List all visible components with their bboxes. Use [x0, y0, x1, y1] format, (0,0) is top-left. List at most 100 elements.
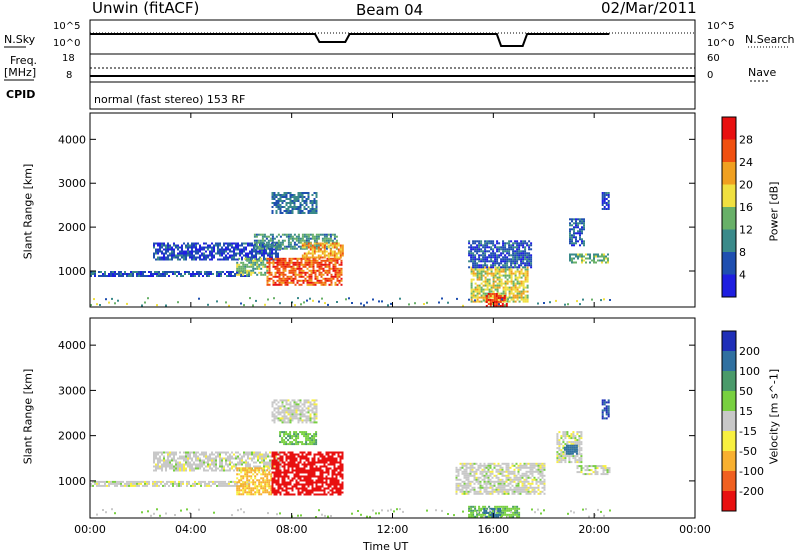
velocity-cell-1863	[483, 490, 486, 493]
velocity-cell-1431	[277, 419, 280, 422]
velocity-cell-1133	[309, 463, 312, 466]
power-cell-450	[237, 246, 239, 249]
power-cell-1672	[480, 278, 483, 281]
power-cell-639	[252, 259, 255, 262]
power-cell-389	[219, 250, 221, 253]
power-cell-2059	[472, 252, 475, 255]
velocity-cell-1732	[461, 484, 464, 487]
velocity-cell-1003	[293, 455, 296, 458]
power-cell-851	[309, 243, 312, 246]
power-cell-259	[179, 246, 181, 249]
velocity-cell-401	[209, 465, 211, 468]
power-cell-563	[273, 248, 275, 251]
velocity-cell-1632	[291, 435, 294, 438]
velocity-cell-785	[264, 471, 267, 474]
velocity-cell-216	[159, 465, 161, 468]
velocity-cell-1050	[299, 457, 302, 460]
velocity-cell-1781	[469, 470, 472, 473]
velocity-cell-1499	[293, 405, 296, 408]
power-cell-1850	[506, 296, 509, 299]
power-cell-1600	[470, 268, 473, 271]
power-cell-2591	[345, 298, 347, 301]
velocity-cell-418	[215, 451, 217, 454]
power-cell-319	[195, 256, 197, 259]
power-cell-1752	[492, 282, 495, 285]
velocity-cell-927	[283, 467, 286, 470]
power-cell-2530	[603, 200, 606, 202]
power-cell-983	[287, 198, 290, 200]
power-cell-2032	[503, 295, 506, 297]
velocity-cell-40	[122, 484, 124, 487]
velocity-cell-1659	[303, 431, 306, 434]
power-cell-368	[211, 256, 213, 259]
velocity-cell-263	[173, 453, 175, 456]
velocity-cell-808	[268, 479, 271, 482]
power-cell-1668	[480, 270, 483, 273]
power-cell-2491	[579, 222, 581, 225]
power-cell-2109	[480, 264, 483, 267]
power-cell-2225	[504, 250, 507, 253]
power-cell-475	[245, 254, 247, 257]
velocity-cell-1970	[501, 490, 504, 493]
velocity-cell-1986	[505, 470, 508, 473]
velocity-cell-320	[187, 461, 189, 464]
power-cell-2338	[524, 248, 527, 251]
power-cell-291	[189, 244, 191, 247]
power-cell-2307	[518, 254, 521, 257]
velocity-cell-120	[192, 482, 194, 485]
velocity-cell-957	[287, 457, 290, 460]
velocity-cell-805	[268, 467, 271, 470]
power-cell-1207	[288, 257, 291, 260]
power-cell-1727	[488, 282, 491, 285]
power-cell-795	[291, 237, 294, 240]
velocity-cell-361	[199, 453, 201, 456]
velocity-cell-1560	[307, 407, 310, 410]
power-cell-1319	[310, 259, 313, 262]
velocity-cell-779	[262, 479, 265, 482]
power-cell-2327	[522, 250, 525, 253]
power-cell-1518	[315, 242, 318, 245]
power-cell-1907	[516, 270, 519, 273]
velocity-cell-1915	[493, 464, 496, 467]
velocity-cell-2196	[541, 470, 544, 473]
power-cell-386	[219, 242, 221, 245]
velocity-cell-1320	[333, 453, 336, 456]
power-cell-1512	[313, 242, 316, 245]
power-cell-1153	[278, 263, 281, 266]
power-cell-124	[202, 275, 204, 277]
power-cell-2156	[490, 254, 493, 257]
power-cell-293	[189, 250, 191, 253]
velocity-cell-1148	[311, 459, 314, 462]
velocity-cell-319	[187, 459, 189, 462]
power-cell-1556	[329, 244, 332, 247]
power-cell-1777	[496, 278, 499, 281]
velocity-cell-1951	[499, 478, 502, 481]
velocity-cell-1263	[325, 471, 328, 474]
velocity-cell-1092	[303, 487, 306, 490]
velocity-cell-2140	[531, 470, 534, 473]
velocity-cell-842	[273, 453, 276, 456]
power-cell-934	[273, 202, 276, 204]
velocity-cell-756	[258, 467, 261, 470]
power-cell-1722	[488, 266, 491, 269]
velocity-cell-530	[247, 457, 249, 460]
power-cell-1709	[486, 272, 489, 275]
velocity-cell-828	[271, 461, 274, 464]
power-cell-1714	[486, 284, 489, 287]
power-cell-1009	[293, 198, 296, 200]
velocity-cell-2194	[541, 466, 544, 469]
velocity-cell-253	[169, 465, 171, 468]
velocity-cell-1832	[479, 470, 482, 473]
power-cell-32	[118, 275, 120, 277]
power-cell-491	[251, 244, 253, 247]
power-cell-1296	[304, 279, 307, 282]
power-cell-313	[195, 242, 197, 245]
velocity-cell-1215	[319, 471, 322, 474]
power-cell-1566	[331, 254, 334, 257]
power-cell-827	[301, 247, 304, 250]
velocity-cell-2287	[500, 511, 503, 514]
power-cell-675	[262, 273, 265, 276]
power-cell-1495	[307, 244, 310, 247]
power-cell-560	[271, 256, 273, 259]
power-cell-892	[325, 237, 328, 240]
